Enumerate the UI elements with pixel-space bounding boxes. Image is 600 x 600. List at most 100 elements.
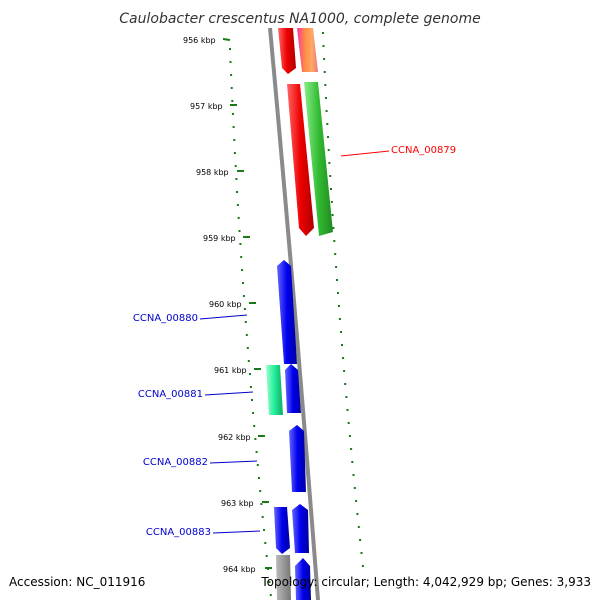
inner-ring-dot: [251, 399, 253, 401]
tick-960: 960 kbp: [209, 300, 256, 309]
gene-label-ccna-00882[interactable]: CCNA_00882: [143, 457, 258, 468]
gene-feature-blue-reverse-1: [277, 260, 297, 364]
tick-label: 960 kbp: [209, 300, 242, 309]
tick-956: 956 kbp: [183, 36, 231, 45]
outer-ring-dot: [360, 552, 363, 554]
inner-ring-dot: [231, 113, 234, 115]
inner-ring-dot: [231, 100, 234, 102]
gene-feature-blue-forward-1: [289, 425, 306, 492]
inner-ring-dot: [244, 321, 247, 323]
outer-ring-dot: [338, 305, 340, 307]
outer-ring-dot: [361, 565, 364, 567]
inner-ring-dot: [259, 490, 262, 492]
gene-label-text: CCNA_00881: [138, 389, 203, 400]
outer-ring-dot: [330, 188, 332, 190]
outer-ring-dot: [347, 422, 350, 424]
outer-ring-dot: [327, 149, 330, 151]
inner-ring-dot: [265, 555, 268, 557]
outer-tick-ring: [322, 32, 364, 567]
outer-ring-dot: [322, 32, 324, 34]
reverse-strand-features: [266, 28, 314, 600]
outer-ring-dot: [327, 136, 329, 138]
gene-label-text: CCNA_00883: [146, 527, 211, 538]
tick-label: 956 kbp: [183, 36, 216, 45]
inner-ring-dot: [246, 347, 249, 349]
inner-ring-dot: [254, 438, 257, 440]
inner-ring-dot: [261, 516, 264, 518]
gene-label-text: CCNA_00879: [391, 145, 456, 156]
outer-ring-dot: [330, 201, 333, 203]
outer-ring-dot: [341, 344, 343, 346]
inner-ring-dot: [253, 425, 256, 427]
inner-ring-dot: [233, 152, 236, 154]
inner-ring-dot: [230, 74, 233, 76]
inner-ring-dot: [242, 282, 244, 284]
inner-ring-dot: [234, 165, 237, 167]
tick-label: 959 kbp: [203, 234, 236, 243]
inner-ring-dot: [235, 178, 238, 180]
outer-ring-dot: [326, 123, 329, 125]
outer-ring-dot: [333, 240, 336, 242]
gene-label-ccna-00879[interactable]: CCNA_00879: [340, 145, 456, 157]
gene-label-ccna-00880[interactable]: CCNA_00880: [133, 313, 248, 324]
gene-feature-blue-reverse-3: [274, 507, 290, 554]
tick-963: 963 kbp: [221, 499, 269, 508]
genome-backbone: [268, 27, 320, 600]
inner-ring-dot: [243, 308, 246, 310]
inner-tick-ring: [229, 48, 272, 596]
gene-label-text: CCNA_00882: [143, 457, 208, 468]
outer-ring-dot: [329, 175, 332, 177]
gene-label-ccna-00881[interactable]: CCNA_00881: [138, 389, 254, 400]
leader-line: [204, 391, 254, 396]
inner-ring-dot: [263, 529, 265, 531]
outer-ring-dot: [334, 253, 337, 255]
outer-ring-dot: [323, 71, 326, 73]
gene-feature-green: [304, 82, 333, 236]
inner-ring-dot: [232, 126, 235, 128]
outer-ring-dot: [337, 292, 339, 294]
outer-ring-dot: [344, 383, 347, 385]
inner-ring-dot: [233, 139, 236, 141]
gene-feature-blue-forward-2: [292, 504, 309, 553]
inner-ring-dot: [264, 542, 267, 544]
position-ticks: 956 kbp 957 kbp 958 kbp 959 kbp 960 kbp …: [183, 36, 272, 574]
inner-ring-dot: [230, 87, 233, 89]
tick-964: 964 kbp: [223, 565, 272, 574]
outer-ring-dot: [350, 448, 353, 450]
tick-label: 958 kbp: [196, 168, 229, 177]
inner-ring-dot: [260, 503, 263, 505]
inner-ring-dot: [245, 334, 248, 336]
gene-feature-gray: [276, 555, 291, 600]
gene-feature-stripe: [297, 28, 318, 72]
inner-ring-dot: [238, 230, 241, 232]
outer-ring-dot: [342, 357, 345, 359]
gene-feature-red-top: [278, 28, 296, 74]
inner-ring-dot: [252, 412, 255, 414]
outer-ring-dot: [353, 487, 356, 489]
inner-ring-dot: [268, 581, 271, 583]
tick-label: 962 kbp: [218, 433, 251, 442]
outer-ring-dot: [324, 97, 327, 99]
tick-961: 961 kbp: [214, 366, 261, 375]
leader-line: [209, 460, 258, 464]
leader-line: [340, 150, 390, 157]
outer-ring-dot: [359, 539, 362, 541]
outer-ring-dot: [322, 45, 325, 47]
outer-ring-dot: [343, 370, 346, 372]
gene-label-ccna-00883[interactable]: CCNA_00883: [146, 527, 261, 538]
leader-line: [212, 530, 261, 534]
tick-957: 957 kbp: [190, 102, 237, 111]
outer-ring-dot: [332, 227, 335, 229]
outer-ring-dot: [336, 279, 338, 281]
outer-ring-dot: [345, 396, 348, 398]
inner-ring-dot: [229, 61, 232, 63]
tick-962: 962 kbp: [218, 433, 265, 442]
tick-mark: [222, 38, 231, 41]
accession-text: Accession: NC_011916: [9, 575, 145, 589]
outer-ring-dot: [335, 266, 338, 268]
inner-ring-dot: [258, 477, 260, 479]
genome-summary-text: Topology: circular; Length: 4,042,929 bp…: [260, 575, 591, 589]
tick-label: 963 kbp: [221, 499, 254, 508]
outer-ring-dot: [355, 500, 358, 502]
